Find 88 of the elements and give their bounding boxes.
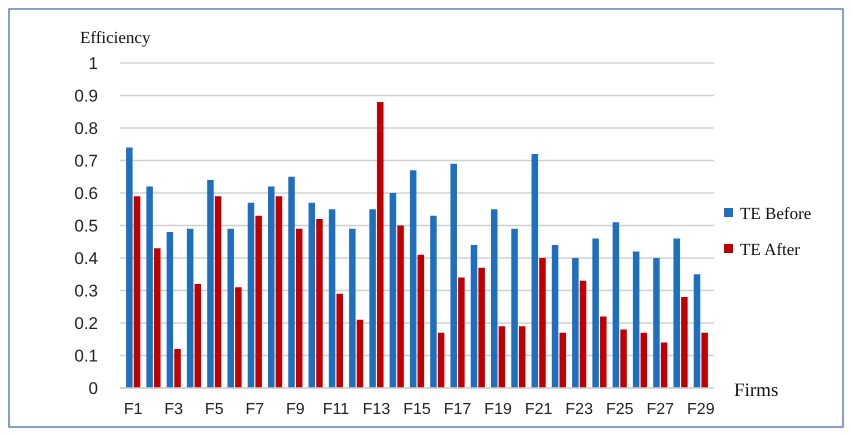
bar: [490, 209, 498, 388]
y-tick-label: 0.3: [74, 281, 98, 300]
bar: [214, 196, 222, 388]
bar: [612, 222, 620, 388]
bar: [518, 326, 526, 388]
y-tick-label: 0.6: [74, 184, 98, 203]
bar: [356, 320, 364, 388]
bar: [681, 297, 688, 388]
bar: [498, 326, 506, 388]
bar: [552, 245, 558, 388]
x-tick-label: F19: [484, 401, 512, 418]
bar: [308, 202, 316, 388]
bar: [377, 102, 384, 388]
bar: [620, 330, 627, 388]
x-tick-label: F29: [687, 401, 715, 418]
bar: [227, 228, 234, 388]
bar: [458, 278, 465, 388]
bar: [276, 196, 282, 388]
y-tick-label: 0.2: [74, 314, 98, 333]
x-tick-label: F23: [565, 401, 594, 418]
x-tick-label: F27: [646, 401, 674, 418]
bar: [174, 349, 181, 388]
bar: [653, 258, 660, 388]
legend-label: TE Before: [740, 204, 812, 223]
x-tick-label: F9: [286, 401, 305, 418]
bar: [207, 180, 214, 388]
bar: [580, 280, 586, 388]
bar: [410, 170, 416, 388]
bar: [511, 228, 518, 388]
x-tick-label: F3: [164, 401, 184, 418]
bar: [369, 209, 376, 388]
bar: [539, 258, 546, 388]
x-axis-title: Firms: [734, 380, 778, 401]
bar: [572, 258, 579, 388]
x-tick-label: F11: [322, 401, 350, 418]
bar: [660, 342, 668, 388]
legend-label: TE After: [740, 240, 800, 259]
y-tick-label: 1: [88, 54, 98, 73]
bar: [701, 332, 708, 388]
y-tick-label: 0.5: [74, 216, 98, 236]
bar: [430, 216, 437, 388]
bar: [532, 154, 538, 388]
bar: [397, 226, 404, 388]
bar: [296, 228, 302, 388]
y-tick-label: 0.9: [74, 86, 98, 106]
y-axis-title: Efficiency: [80, 28, 151, 47]
bar: [126, 148, 133, 388]
x-tick-label: F25: [606, 401, 634, 418]
bar: [146, 186, 153, 388]
x-tick-label: F7: [245, 401, 264, 418]
bar: [288, 176, 295, 388]
bar: [694, 274, 700, 388]
bar: [390, 193, 396, 388]
bar: [154, 248, 161, 388]
y-tick-label: 0.4: [74, 248, 98, 268]
bar: [186, 228, 194, 388]
bar: [438, 332, 444, 388]
y-tick-label: 0: [88, 378, 98, 398]
bar: [470, 245, 478, 388]
bar: [418, 254, 424, 388]
x-tick-label: F5: [204, 401, 224, 418]
y-tick-label: 0.1: [74, 346, 98, 366]
bar: [336, 294, 344, 388]
y-tick-label: 0.7: [74, 151, 98, 170]
bar: [673, 238, 680, 388]
bar: [632, 252, 640, 388]
bar: [268, 186, 275, 388]
bar: [559, 332, 566, 388]
y-tick-label: 0.8: [74, 118, 98, 138]
bar: [478, 268, 485, 388]
bar: [316, 219, 323, 388]
bar: [450, 164, 457, 388]
bar: [134, 196, 140, 388]
x-tick-label: F1: [124, 401, 143, 418]
bar: [166, 232, 174, 388]
bar: [600, 316, 607, 388]
bar: [640, 332, 648, 388]
x-tick-label: F13: [362, 401, 390, 418]
x-tick-label: F15: [403, 401, 431, 418]
bar: [194, 284, 202, 388]
bar: [248, 202, 254, 388]
x-tick-label: F21: [524, 401, 553, 418]
bar: [328, 209, 336, 388]
bar: [349, 228, 356, 388]
bar: [235, 287, 242, 388]
x-tick-label: F17: [444, 401, 472, 418]
bar: [592, 238, 599, 388]
bar: [255, 216, 262, 388]
